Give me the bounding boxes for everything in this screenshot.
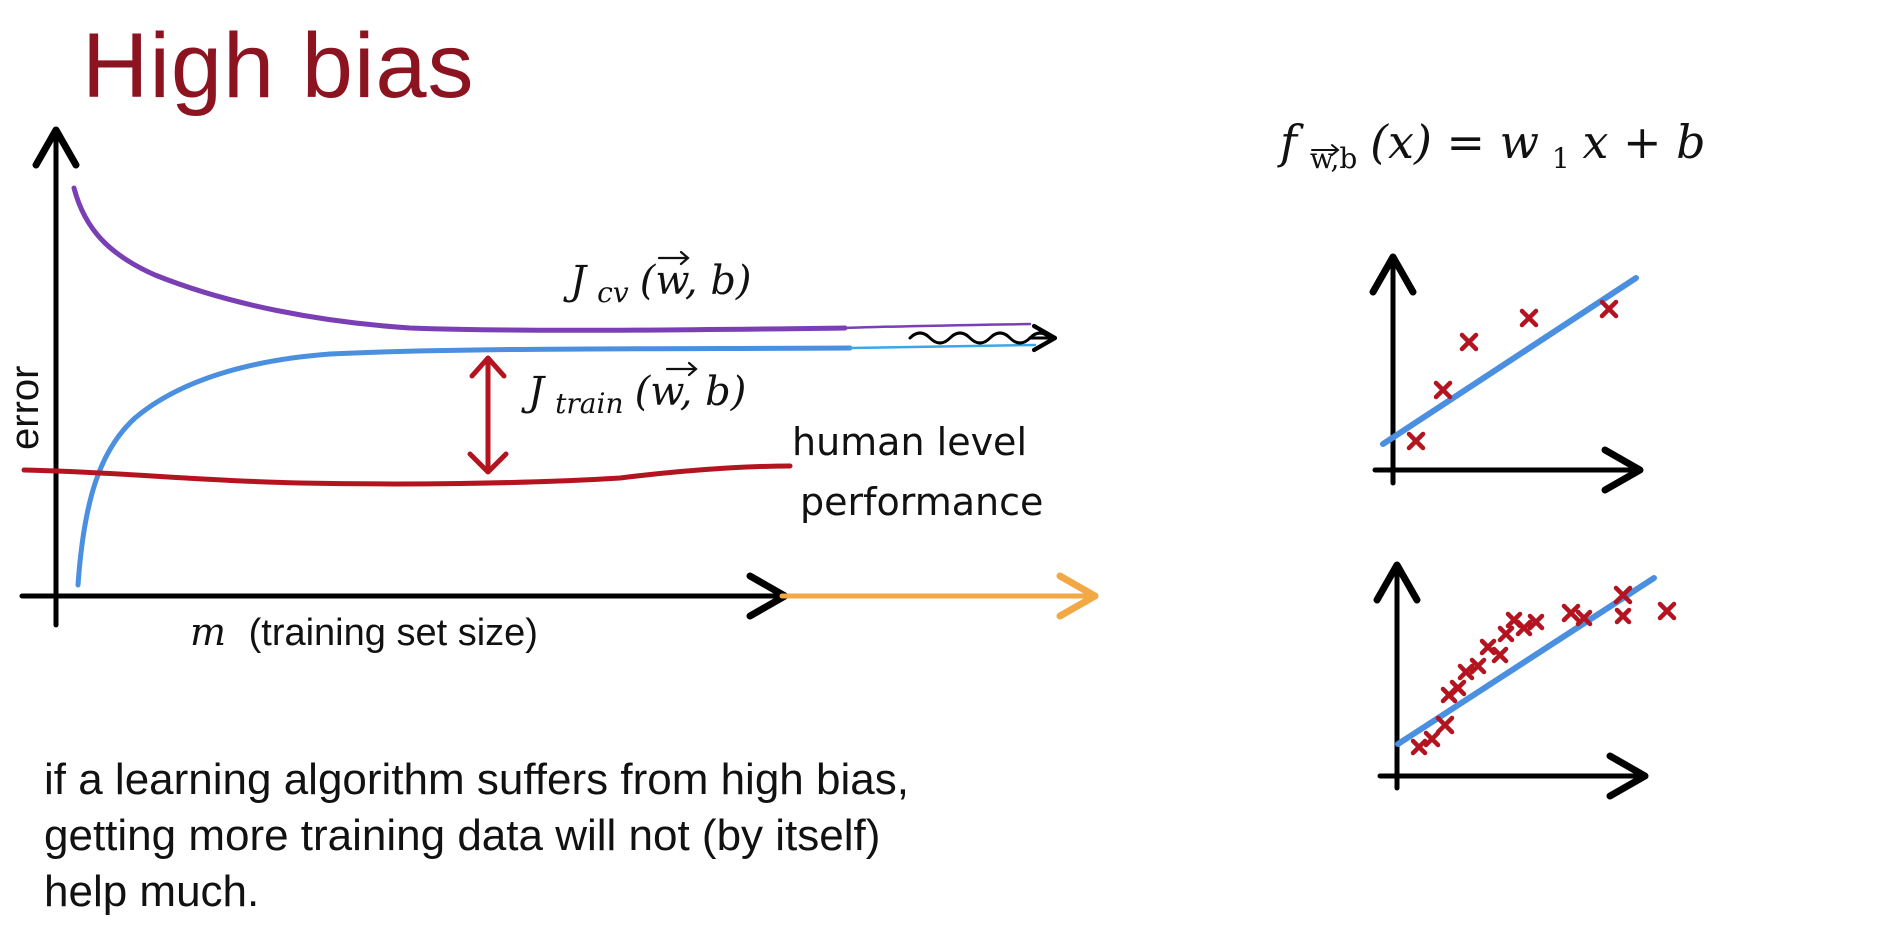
data-point	[1519, 308, 1539, 328]
model-formula: f w,b (x) = w 1 x + b	[1277, 115, 1706, 178]
data-point	[1527, 613, 1545, 631]
data-point	[1613, 585, 1633, 605]
data-point	[1423, 730, 1441, 748]
x-axis-caption: m (training set size)	[190, 610, 538, 654]
cv-curve-label: J cv (w, b)	[563, 258, 752, 311]
cv-error-curve-extension	[843, 322, 1032, 330]
human-level-label-line2: performance	[800, 480, 1043, 524]
x-axis-symbol: m	[190, 610, 226, 654]
data-point	[1406, 431, 1426, 451]
convergence-squiggle	[908, 331, 1052, 345]
train-label-args: (w, b)	[635, 369, 747, 415]
slide-title: High bias	[82, 15, 475, 117]
formula-expr: (x) = w	[1370, 115, 1539, 169]
conclusion-line-1: if a learning algorithm suffers from hig…	[44, 755, 909, 804]
train-error-curve-extension	[848, 343, 1037, 350]
human-level-line	[21, 463, 793, 487]
train-vector-arrow-icon	[665, 361, 698, 377]
small-fit-plot-few-points	[1369, 253, 1644, 494]
data-point	[1457, 663, 1475, 681]
data-point	[1657, 601, 1677, 621]
train-label-symbol: J	[521, 369, 546, 415]
small-plot-2-fit-line	[1395, 575, 1657, 747]
conclusion-line-3: help much.	[44, 867, 260, 916]
cv-label-args: (w, b)	[640, 258, 752, 304]
data-point	[1433, 380, 1453, 400]
train-error-curve	[75, 345, 853, 588]
data-point	[1614, 607, 1632, 625]
x-axis-label: (training set size)	[249, 612, 538, 654]
learning-curve-plot: error m (training set size) J cv (w, b) …	[3, 126, 1099, 654]
data-point	[1459, 332, 1479, 352]
cv-error-curve	[71, 185, 848, 333]
formula-vector-arrow-icon	[1311, 144, 1340, 156]
formula-expr-sub: 1	[1552, 142, 1570, 175]
data-point	[1497, 625, 1515, 643]
data-point	[1575, 609, 1593, 627]
small-plot-1-points	[1406, 299, 1619, 451]
gap-arrow	[467, 355, 509, 475]
formula-expr-tail: x + b	[1582, 115, 1705, 169]
conclusion-line-2: getting more training data will not (by …	[44, 811, 881, 860]
cv-label-symbol: J	[563, 258, 588, 304]
small-plot-1-fit-line	[1380, 275, 1639, 447]
small-plot-2-points	[1410, 585, 1677, 756]
train-label-sub: train	[555, 387, 623, 420]
data-point	[1410, 738, 1428, 756]
cv-label-sub: cv	[597, 276, 629, 309]
human-level-label-line1: human level	[792, 420, 1027, 464]
data-point	[1479, 638, 1497, 656]
y-axis-label: error	[3, 366, 47, 450]
formula-f: f	[1277, 115, 1304, 169]
data-point	[1599, 299, 1619, 319]
data-point	[1561, 603, 1581, 623]
data-point	[1491, 646, 1509, 664]
conclusion-note: if a learning algorithm suffers from hig…	[44, 752, 1194, 920]
data-point	[1515, 619, 1533, 637]
small-fit-plot-many-points	[1373, 561, 1677, 800]
data-point	[1449, 679, 1467, 697]
data-point	[1435, 715, 1455, 735]
train-curve-label: J train (w, b)	[521, 369, 746, 422]
cv-vector-arrow-icon	[657, 250, 690, 266]
data-point	[1469, 657, 1487, 675]
